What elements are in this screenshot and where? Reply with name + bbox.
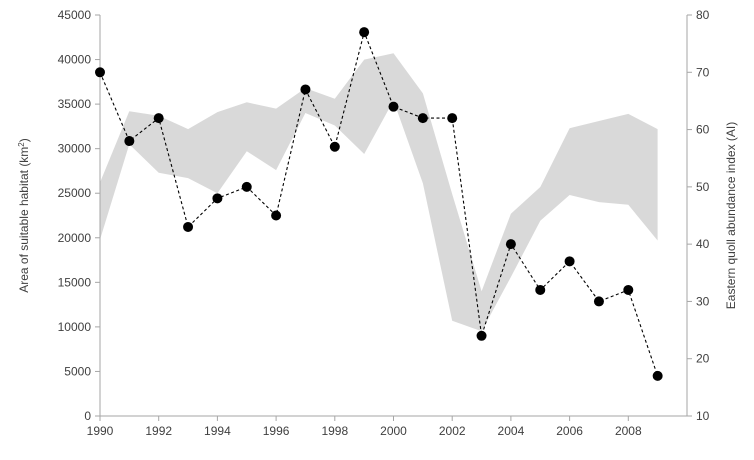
abundance-point <box>593 296 604 307</box>
x-tick-label: 2006 <box>556 424 583 438</box>
abundance-line-layer <box>95 27 663 381</box>
right-axis-title: Eastern quoll abundance index (AI) <box>724 122 738 309</box>
tick-labels-layer: 0 5000 10000 15000 20000 25000 30000 35000 40000… <box>58 8 710 438</box>
x-tick-label: 2004 <box>498 424 525 438</box>
abundance-line <box>99 30 659 377</box>
x-tick-label: 1996 <box>263 424 290 438</box>
right-tick-label: 30 <box>696 294 710 308</box>
x-tick-label: 1998 <box>321 424 348 438</box>
right-tick-label: 70 <box>696 65 710 79</box>
abundance-point <box>476 330 487 341</box>
abundance-point <box>359 27 370 38</box>
left-tick-label: 5000 <box>64 364 91 378</box>
abundance-point <box>95 67 105 78</box>
left-tick-label: 25000 <box>58 186 92 200</box>
abundance-point <box>329 141 340 152</box>
abundance-point <box>153 113 164 124</box>
habitat-area-band-layer <box>100 53 658 332</box>
abundance-point <box>535 284 546 295</box>
abundance-point <box>241 181 252 192</box>
right-tick-label: 10 <box>696 409 710 423</box>
x-tick-label: 1994 <box>204 424 231 438</box>
right-tick-label: 20 <box>696 352 710 366</box>
x-tick-label: 2000 <box>380 424 407 438</box>
abundance-point <box>124 136 135 147</box>
abundance-point <box>505 239 516 250</box>
x-tick-label: 2008 <box>615 424 642 438</box>
abundance-point <box>212 193 223 204</box>
right-tick-label: 40 <box>696 237 710 251</box>
left-tick-label: 10000 <box>58 320 92 334</box>
abundance-point <box>564 256 575 267</box>
abundance-point <box>271 210 282 221</box>
abundance-point <box>388 101 399 112</box>
abundance-point <box>183 221 194 232</box>
left-tick-label: 20000 <box>58 231 92 245</box>
right-tick-label: 80 <box>696 8 710 22</box>
abundance-point <box>417 113 428 124</box>
x-tick-label: 1992 <box>145 424 172 438</box>
right-tick-label: 60 <box>696 123 710 137</box>
left-tick-label: 0 <box>84 409 91 423</box>
x-tick-label: 1990 <box>87 424 114 438</box>
axes-layer <box>95 14 692 421</box>
abundance-point <box>447 113 458 124</box>
left-tick-label: 35000 <box>58 97 92 111</box>
abundance-point <box>623 284 634 295</box>
left-tick-label: 45000 <box>58 8 92 22</box>
x-tick-label: 2002 <box>439 424 466 438</box>
left-tick-label: 30000 <box>58 142 92 156</box>
abundance-point <box>652 370 663 381</box>
abundance-point <box>300 84 311 95</box>
left-axis-title: Area of suitable habitat (km2) <box>17 138 32 293</box>
habitat-area-band <box>100 53 658 332</box>
left-tick-label: 15000 <box>58 275 92 289</box>
left-tick-label: 40000 <box>58 53 92 67</box>
right-tick-label: 50 <box>696 180 710 194</box>
